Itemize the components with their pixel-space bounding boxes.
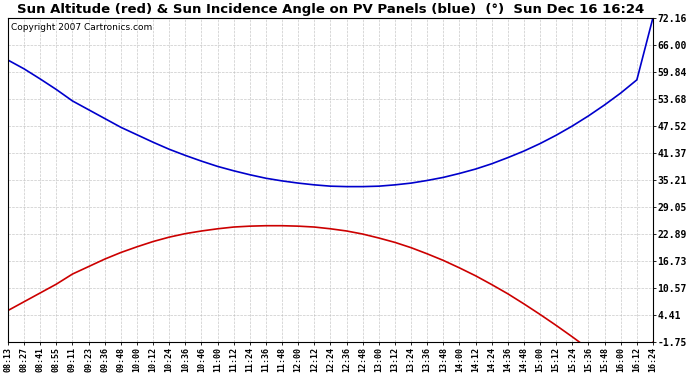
Title: Sun Altitude (red) & Sun Incidence Angle on PV Panels (blue)  (°)  Sun Dec 16 16: Sun Altitude (red) & Sun Incidence Angle… xyxy=(17,3,644,16)
Text: Copyright 2007 Cartronics.com: Copyright 2007 Cartronics.com xyxy=(11,22,152,32)
